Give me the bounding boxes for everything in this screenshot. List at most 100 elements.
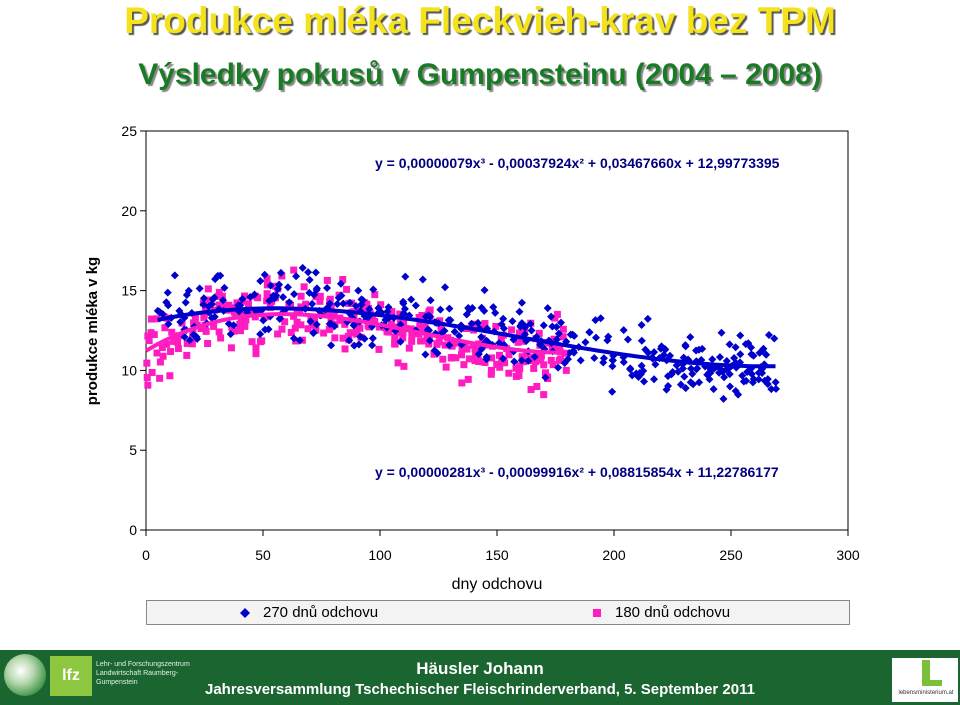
data-point-270 (477, 345, 486, 354)
data-point-180 (341, 345, 349, 353)
data-point-270 (195, 284, 204, 293)
chart-legend: 270 dnů odchovu 180 dnů odchovu (146, 600, 850, 625)
data-point-270 (260, 270, 269, 279)
data-point-270 (715, 353, 724, 362)
data-point-180 (147, 315, 155, 323)
data-point-180 (441, 341, 449, 349)
data-point-180 (274, 330, 282, 338)
data-point-270 (552, 323, 561, 332)
lfz-logo-text: Lehr- und Forschungszentrum Landwirtscha… (96, 661, 190, 686)
data-point-180 (238, 318, 246, 326)
data-point-180 (297, 321, 305, 329)
data-point-180 (263, 275, 271, 283)
data-point-270 (591, 333, 600, 342)
data-point-180 (394, 359, 402, 367)
data-point-180 (312, 326, 320, 334)
data-point-180 (204, 296, 212, 304)
data-point-180 (559, 325, 567, 333)
data-point-180 (302, 300, 310, 308)
data-point-270 (619, 326, 628, 335)
data-point-180 (297, 292, 305, 300)
data-point-180 (202, 304, 210, 312)
data-point-270 (238, 294, 247, 303)
data-point-270 (651, 360, 660, 369)
lfz-logo: lfz (50, 656, 92, 696)
data-point-180 (388, 308, 396, 316)
data-point-180 (356, 324, 364, 332)
data-point-270 (666, 351, 675, 360)
data-point-180 (190, 319, 198, 327)
data-point-180 (421, 321, 429, 329)
data-point-270 (477, 332, 486, 341)
data-point-180 (540, 391, 548, 399)
data-point-180 (474, 356, 482, 364)
y-tick-label: 5 (129, 442, 137, 458)
data-point-270 (219, 296, 228, 305)
trend-equation-270: y = 0,00000079x³ - 0,00037924x² + 0,0346… (375, 155, 780, 171)
data-point-270 (455, 331, 464, 340)
legend-item-180: 180 dnů odchovu (591, 604, 730, 621)
data-point-180 (183, 351, 191, 359)
data-point-180 (553, 310, 561, 318)
footer-event: Jahresversammlung Tschechischer Fleischr… (205, 681, 755, 698)
data-point-270 (725, 382, 734, 391)
data-point-270 (738, 371, 747, 380)
data-point-270 (444, 316, 453, 325)
data-point-180 (346, 329, 354, 337)
data-point-270 (767, 385, 776, 394)
data-point-180 (221, 301, 229, 309)
data-point-270 (482, 355, 491, 364)
data-point-270 (411, 301, 420, 310)
page-title: Produkce mléka Fleckvieh-krav bez TPM (124, 0, 836, 41)
data-point-270 (557, 318, 566, 327)
data-point-270 (349, 321, 358, 330)
data-point-270 (210, 312, 219, 321)
data-point-180 (263, 281, 271, 289)
data-point-180 (278, 325, 286, 333)
data-point-180 (557, 355, 565, 363)
data-point-180 (320, 329, 328, 337)
data-point-270 (199, 294, 208, 303)
data-point-180 (400, 362, 408, 370)
ministry-logo-mark (922, 660, 930, 686)
data-point-270 (305, 275, 314, 284)
data-point-270 (266, 281, 275, 290)
data-point-180 (144, 381, 152, 389)
data-point-180 (210, 322, 218, 330)
data-point-180 (296, 307, 304, 315)
data-point-270 (356, 332, 365, 341)
data-point-270 (357, 300, 366, 309)
data-point-180 (464, 375, 472, 383)
data-point-180 (293, 318, 301, 326)
data-point-270 (441, 283, 450, 292)
data-point-270 (731, 343, 740, 352)
data-point-180 (153, 315, 161, 323)
data-point-270 (418, 275, 427, 284)
data-point-270 (725, 370, 734, 379)
data-point-270 (722, 357, 731, 366)
page-subtitle: Výsledky pokusů v Gumpensteinu (2004 – 2… (138, 58, 822, 91)
data-point-270 (688, 369, 697, 378)
data-point-180 (278, 272, 286, 280)
data-point-180 (343, 285, 351, 293)
x-tick-label: 100 (368, 547, 392, 563)
data-point-270 (623, 335, 632, 344)
data-point-270 (396, 337, 405, 346)
data-point-270 (639, 377, 648, 386)
y-tick-label: 10 (121, 362, 137, 378)
data-point-270 (345, 298, 354, 307)
data-point-180 (150, 331, 158, 339)
data-point-270 (539, 321, 548, 330)
data-point-180 (197, 325, 205, 333)
data-point-270 (283, 283, 292, 292)
data-point-270 (499, 314, 508, 323)
diamond-marker-icon (240, 607, 250, 618)
data-point-180 (241, 322, 249, 330)
data-point-270 (603, 336, 612, 345)
data-point-270 (229, 321, 238, 330)
data-point-180 (263, 290, 271, 298)
data-point-270 (517, 356, 526, 365)
data-point-270 (421, 312, 430, 321)
x-tick-label: 150 (485, 547, 509, 563)
data-point-180 (336, 316, 344, 324)
